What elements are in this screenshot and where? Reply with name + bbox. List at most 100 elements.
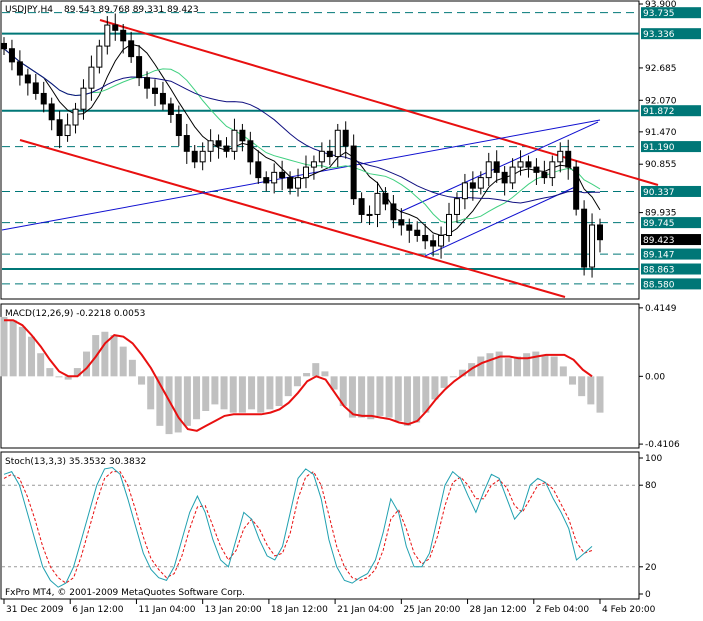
candle-body [175, 113, 182, 137]
level-tag-label: 93.735 [643, 9, 675, 19]
macd-signal-line [4, 319, 593, 432]
level-tag-label: 93.336 [643, 30, 675, 40]
candle-body [501, 171, 508, 184]
stoch-levels [2, 484, 639, 568]
candle-body [422, 234, 429, 242]
channel-upper-line [99, 19, 659, 186]
moving-average-line [3, 43, 601, 237]
macd-bar [257, 376, 265, 413]
macd-title: MACD(12,26,9) -0.2218 0.0053 [5, 309, 145, 319]
candle-body [32, 82, 39, 94]
candle-body [1, 42, 7, 50]
macd-bar [18, 326, 26, 377]
time-tick-label: 11 Jan 04:00 [138, 605, 195, 615]
macd-bar [477, 356, 485, 377]
candle-body [72, 108, 79, 126]
macd-bar [339, 376, 347, 407]
candle-body [525, 161, 532, 168]
level-tag [641, 7, 701, 19]
y-tick-label: -0.4106 [645, 440, 680, 450]
macd-bar [330, 376, 338, 390]
macd-bar [358, 376, 366, 418]
price-levels [2, 12, 639, 285]
candle-body [112, 24, 119, 31]
current-price-label: 89.423 [643, 236, 675, 246]
candle-body [358, 198, 365, 215]
macd-bar [541, 354, 549, 377]
price-trendlines [1, 19, 659, 298]
candle-body [80, 87, 87, 110]
candle-body [8, 48, 15, 63]
candle-body [477, 177, 484, 189]
candle-body [223, 145, 230, 152]
time-tick-label: 6 Jan 12:00 [72, 605, 124, 615]
candle-body [493, 161, 500, 173]
macd-bar [596, 376, 604, 413]
macd-bar [229, 376, 237, 413]
macd-bar [64, 376, 72, 380]
price-level-tags: 93.735 93.336 91.872 91.190 90.337 89.745 89.1… [641, 7, 701, 290]
macd-bar [578, 376, 586, 397]
level-tag [641, 105, 701, 117]
macd-signal-path [4, 319, 593, 432]
level-tag [641, 263, 701, 275]
candle-body [326, 150, 333, 158]
macd-bar [559, 366, 567, 377]
level-tag-label: 90.337 [643, 188, 675, 198]
time-axis: 31 Dec 2009 6 Jan 12:00 11 Jan 04:00 13 Jan… [3, 599, 656, 615]
candle-body [533, 166, 540, 173]
macd-bar [403, 376, 411, 426]
price-title: USDJPY,H4 [5, 5, 53, 15]
candle-body [453, 198, 460, 215]
moving-average-line [3, 48, 601, 224]
candle-body [120, 29, 127, 42]
time-tick-label: 13 Jan 20:00 [205, 605, 262, 615]
candle-body [104, 24, 111, 47]
level-tag [641, 217, 701, 229]
macd-bar [568, 376, 576, 385]
candle-body [310, 161, 317, 168]
level-tag [641, 141, 701, 153]
stoch-lines [3, 466, 593, 588]
candle-body [295, 177, 302, 189]
price-panel-frame [0, 0, 640, 300]
macd-bar [156, 376, 164, 426]
y-tick-label: 0 [645, 590, 651, 600]
stoch-title: Stoch(13,3,3) 35.3532 30.3832 [5, 457, 146, 467]
macd-bar [138, 376, 146, 385]
macd-bar [248, 376, 256, 410]
macd-bar [147, 376, 155, 410]
candle-body [144, 77, 151, 89]
candle-body [597, 224, 603, 241]
candle-body [350, 145, 357, 200]
candle-body [438, 234, 445, 247]
candle-body [557, 150, 564, 163]
level-tag-label: 89.745 [643, 219, 675, 229]
macd-bar [238, 376, 246, 413]
macd-bar [165, 376, 173, 435]
level-tag [641, 28, 701, 40]
macd-bar [385, 376, 393, 418]
macd-bar [211, 376, 219, 405]
price-ohlc: 89.543 89.768 89.331 89.423 [64, 5, 199, 15]
macd-bar [303, 373, 311, 377]
macd-bar [513, 356, 521, 377]
candle-body [342, 129, 349, 147]
candle-body [589, 224, 596, 268]
candle-body [390, 203, 397, 221]
candle-body [366, 213, 373, 216]
candle-body [151, 87, 158, 94]
macd-bar [422, 376, 430, 413]
candle-body [446, 213, 453, 236]
candle-body [255, 161, 262, 179]
candle-body [231, 129, 238, 152]
macd-bar [495, 351, 503, 377]
candle-body [287, 177, 294, 189]
level-tag [641, 248, 701, 260]
candle-body [183, 135, 190, 152]
candle-body [88, 66, 95, 89]
macd-bar [293, 376, 301, 387]
macd-bar [587, 376, 595, 405]
candle-body [334, 129, 341, 158]
